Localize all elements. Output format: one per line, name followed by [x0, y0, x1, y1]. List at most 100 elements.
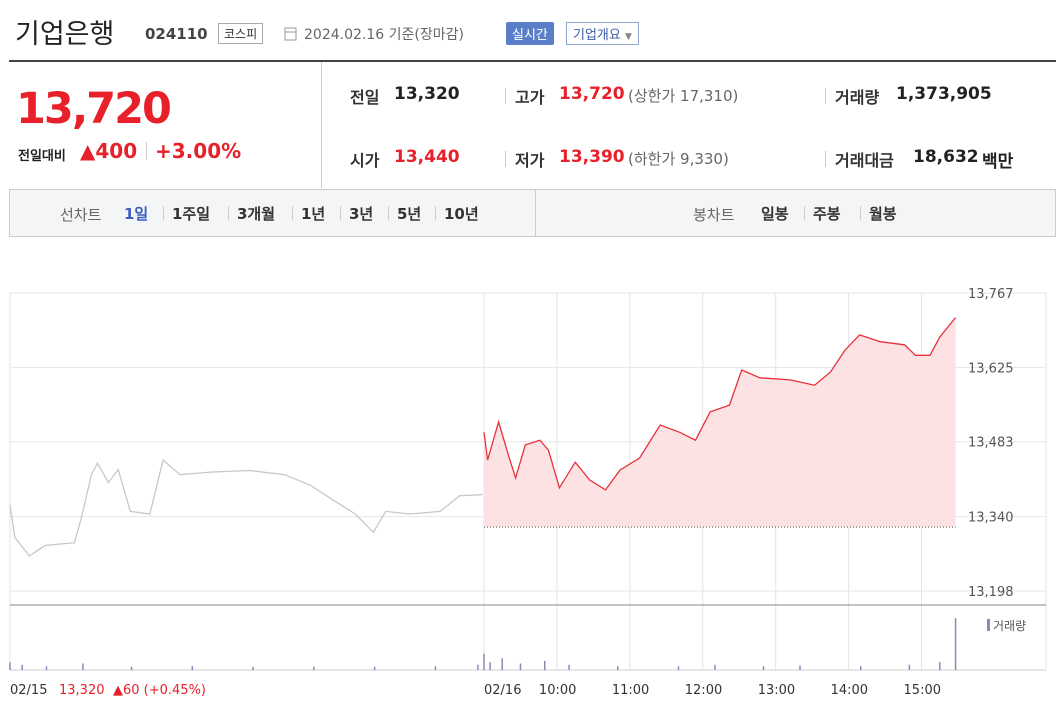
volume-bar [568, 664, 570, 670]
tab[interactable]: 주봉 [813, 205, 841, 223]
separator [860, 206, 861, 220]
tab[interactable]: 일봉 [761, 205, 789, 223]
legend-swatch [987, 619, 990, 631]
price-line [9, 458, 483, 557]
volume-bar [130, 666, 133, 670]
field-value: 13,320 [394, 84, 460, 104]
tab-bar [9, 189, 1056, 237]
volume-bar [714, 664, 716, 670]
volume-bar [799, 665, 801, 670]
field-label: 시가 [350, 151, 380, 170]
volume-bar [483, 653, 485, 670]
x-tick-label: 11:00 [612, 683, 649, 698]
volume-bar [21, 664, 23, 670]
company-info-button[interactable]: 기업개요 ▼ [566, 22, 639, 45]
volume-bar [501, 658, 503, 670]
field-value: 13,390 [559, 147, 625, 167]
current-price: 13,720 [16, 84, 172, 134]
volume-bar [954, 618, 957, 670]
dropdown-arrow: ▼ [624, 32, 632, 42]
separator [804, 206, 805, 220]
tab[interactable]: 3년 [349, 205, 374, 223]
stock-name: 기업은행 [15, 19, 115, 50]
volume-bar [82, 663, 84, 670]
stock-code: 024110 [145, 25, 208, 43]
volume-bar [313, 666, 315, 670]
tab[interactable]: 1일 [124, 205, 149, 223]
x-tick-label: 15:00 [904, 683, 941, 698]
market-badge: 코스피 [218, 23, 264, 44]
field-extra: (하한가 9,330) [628, 150, 729, 168]
separator [505, 151, 506, 167]
realtime-button[interactable]: 실시간 [506, 22, 554, 45]
volume-bar [373, 666, 376, 670]
prev-close: 13,320 [59, 683, 105, 698]
tab[interactable]: 월봉 [869, 205, 897, 223]
x-tick-label: 02/15 [10, 683, 47, 698]
x-tick-label: 14:00 [831, 683, 868, 698]
volume-bar [616, 666, 619, 670]
y-tick-label: 13,767 [968, 287, 1014, 302]
volume-bar [45, 666, 48, 670]
change-amount: ▲400 [80, 139, 138, 163]
volume-bar [519, 663, 522, 670]
tab[interactable]: 1주일 [172, 205, 211, 223]
company-info-label: 기업개요 [573, 28, 621, 43]
separator [292, 206, 293, 220]
separator [146, 142, 147, 160]
separator [435, 206, 436, 220]
separator [825, 151, 826, 167]
volume-bar [762, 666, 765, 670]
field-value: 13,440 [394, 147, 460, 167]
field-label: 전일 [350, 88, 380, 107]
volume-bar [908, 664, 911, 670]
tab-divider [535, 190, 536, 236]
prev-change: ▲60 (+0.45%) [113, 683, 206, 698]
volume-bar [191, 666, 194, 670]
calendar-icon [284, 27, 297, 41]
x-tick-label: 12:00 [685, 683, 722, 698]
tab-group-label: 봉차트 [693, 206, 735, 224]
base-date: 2024.02.16 기준(장마감) [304, 27, 464, 43]
separator [228, 206, 229, 220]
tab[interactable]: 1년 [301, 205, 326, 223]
separator [163, 206, 164, 220]
field-extra: (상한가 17,310) [628, 87, 739, 105]
y-tick-label: 13,625 [968, 361, 1014, 376]
change-label: 전일대비 [18, 149, 66, 164]
legend-label: 거래량 [993, 619, 1026, 633]
separator [340, 206, 341, 220]
field-value: 13,720 [559, 84, 625, 104]
tab[interactable]: 10년 [444, 205, 479, 223]
field-label: 저가 [515, 151, 545, 170]
x-tick-label: 10:00 [539, 683, 576, 698]
field-value: 1,373,905 [896, 84, 992, 104]
volume-bar [489, 662, 491, 670]
separator [505, 88, 506, 104]
volume-bar [939, 662, 941, 670]
volume-bar [9, 662, 11, 670]
y-tick-label: 13,340 [968, 511, 1014, 526]
field-unit: 백만 [982, 152, 1014, 172]
volume-bar [434, 666, 437, 670]
volume-bar [477, 664, 479, 670]
field-label: 거래대금 [835, 151, 894, 170]
separator [388, 206, 389, 220]
price-line [483, 317, 957, 491]
change-rate: +3.00% [155, 139, 242, 163]
tab[interactable]: 3개월 [237, 205, 276, 223]
volume-bar [860, 666, 862, 670]
tab[interactable]: 5년 [397, 205, 422, 223]
volume-bar [677, 666, 680, 670]
field-label: 고가 [515, 88, 545, 107]
volume-bar [252, 666, 254, 670]
separator [825, 88, 826, 104]
field-value: 18,632 [913, 147, 979, 167]
y-tick-label: 13,198 [968, 585, 1014, 600]
x-tick-label: 02/16 [484, 683, 521, 698]
x-tick-label: 13:00 [758, 683, 795, 698]
quote-divider [321, 62, 322, 188]
volume-bar [544, 660, 546, 670]
